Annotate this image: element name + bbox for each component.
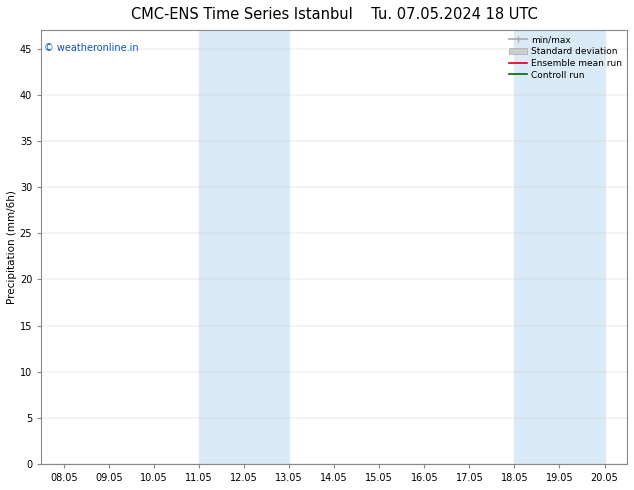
- Bar: [199, 30, 289, 464]
- Y-axis label: Precipitation (mm/6h): Precipitation (mm/6h): [7, 190, 17, 304]
- Title: CMC-ENS Time Series Istanbul    Tu. 07.05.2024 18 UTC: CMC-ENS Time Series Istanbul Tu. 07.05.2…: [131, 7, 538, 22]
- Text: © weatheronline.in: © weatheronline.in: [44, 43, 139, 53]
- Legend: min/max, Standard deviation, Ensemble mean run, Controll run: min/max, Standard deviation, Ensemble me…: [505, 32, 625, 83]
- Bar: [514, 30, 605, 464]
